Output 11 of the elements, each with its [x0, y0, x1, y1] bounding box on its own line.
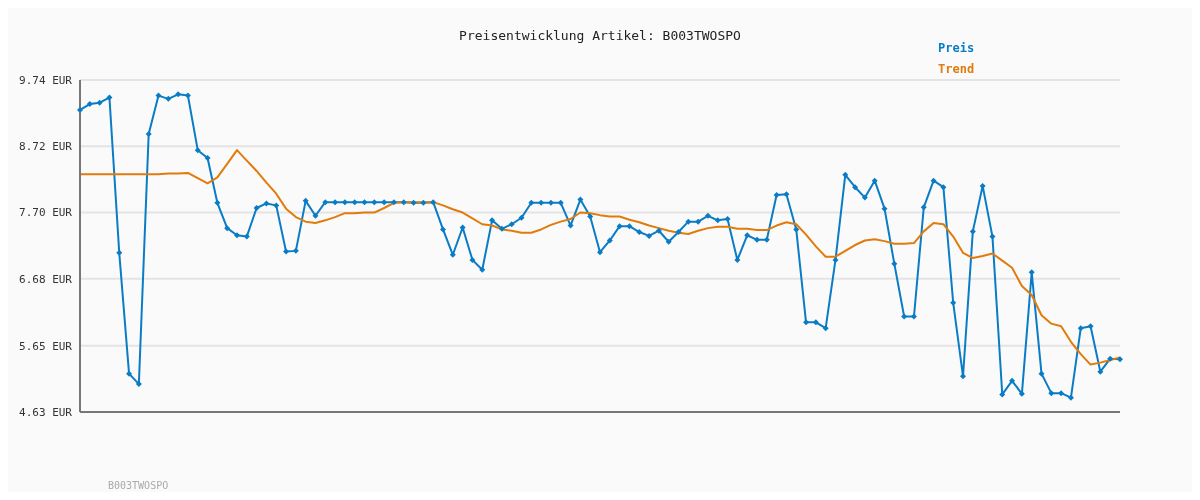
y-tick-label: 4.63 EUR [19, 405, 73, 419]
y-tick-label: 9.74 EUR [19, 73, 73, 87]
line-series [79, 149, 1121, 366]
text: Trend [938, 61, 975, 78]
text: B003TWOSPO [108, 480, 169, 491]
y-tick-label: 8.72 EUR [19, 140, 73, 154]
y-tick-label: 6.68 EUR [19, 272, 73, 286]
y-tick-label: 5.65 EUR [19, 339, 73, 353]
y-tick-label: 7.70 EUR [19, 206, 73, 220]
chart-title: Preisentwicklung Artikel: B003TWOSPO [459, 28, 741, 43]
text: Preis [938, 40, 975, 57]
